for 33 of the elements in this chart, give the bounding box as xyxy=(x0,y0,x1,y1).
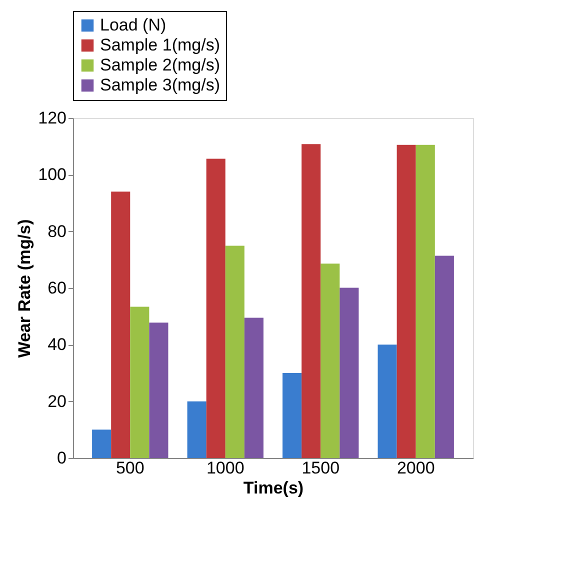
y-axis-title: Wear Rate (mg/s) xyxy=(15,219,34,358)
x-tick-label: 2000 xyxy=(396,458,435,478)
bar xyxy=(378,344,397,458)
bar xyxy=(282,373,302,458)
x-tick-label: 1500 xyxy=(302,458,340,478)
y-tick-label: 20 xyxy=(48,392,66,411)
bar xyxy=(130,306,150,458)
y-tick-label: 60 xyxy=(48,278,66,298)
y-tick-label: 40 xyxy=(48,335,66,354)
bar xyxy=(416,144,435,458)
legend-label: Sample 2(mg/s) xyxy=(100,56,220,74)
y-tick-label: 100 xyxy=(38,165,66,184)
bar xyxy=(206,158,226,458)
bar xyxy=(320,264,340,458)
bar xyxy=(396,144,416,458)
y-tick-label: 120 xyxy=(38,108,66,128)
y-tick-label: 80 xyxy=(48,222,66,241)
bar xyxy=(225,246,244,458)
legend-label: Sample 3(mg/s) xyxy=(100,76,220,94)
x-tick-label: 1000 xyxy=(206,458,244,478)
bar xyxy=(302,144,321,458)
legend-label: Load (N) xyxy=(100,16,166,34)
x-tick-label: 500 xyxy=(116,458,144,478)
bar xyxy=(244,318,264,458)
x-axis-title: Time(s) xyxy=(243,478,304,498)
bar xyxy=(111,192,130,458)
bar xyxy=(187,401,206,458)
y-tick-label: 0 xyxy=(57,448,66,468)
bar xyxy=(149,322,168,458)
bar xyxy=(340,288,359,458)
legend-label: Sample 1(mg/s) xyxy=(100,36,220,54)
bar xyxy=(434,256,454,458)
bar xyxy=(92,430,112,458)
